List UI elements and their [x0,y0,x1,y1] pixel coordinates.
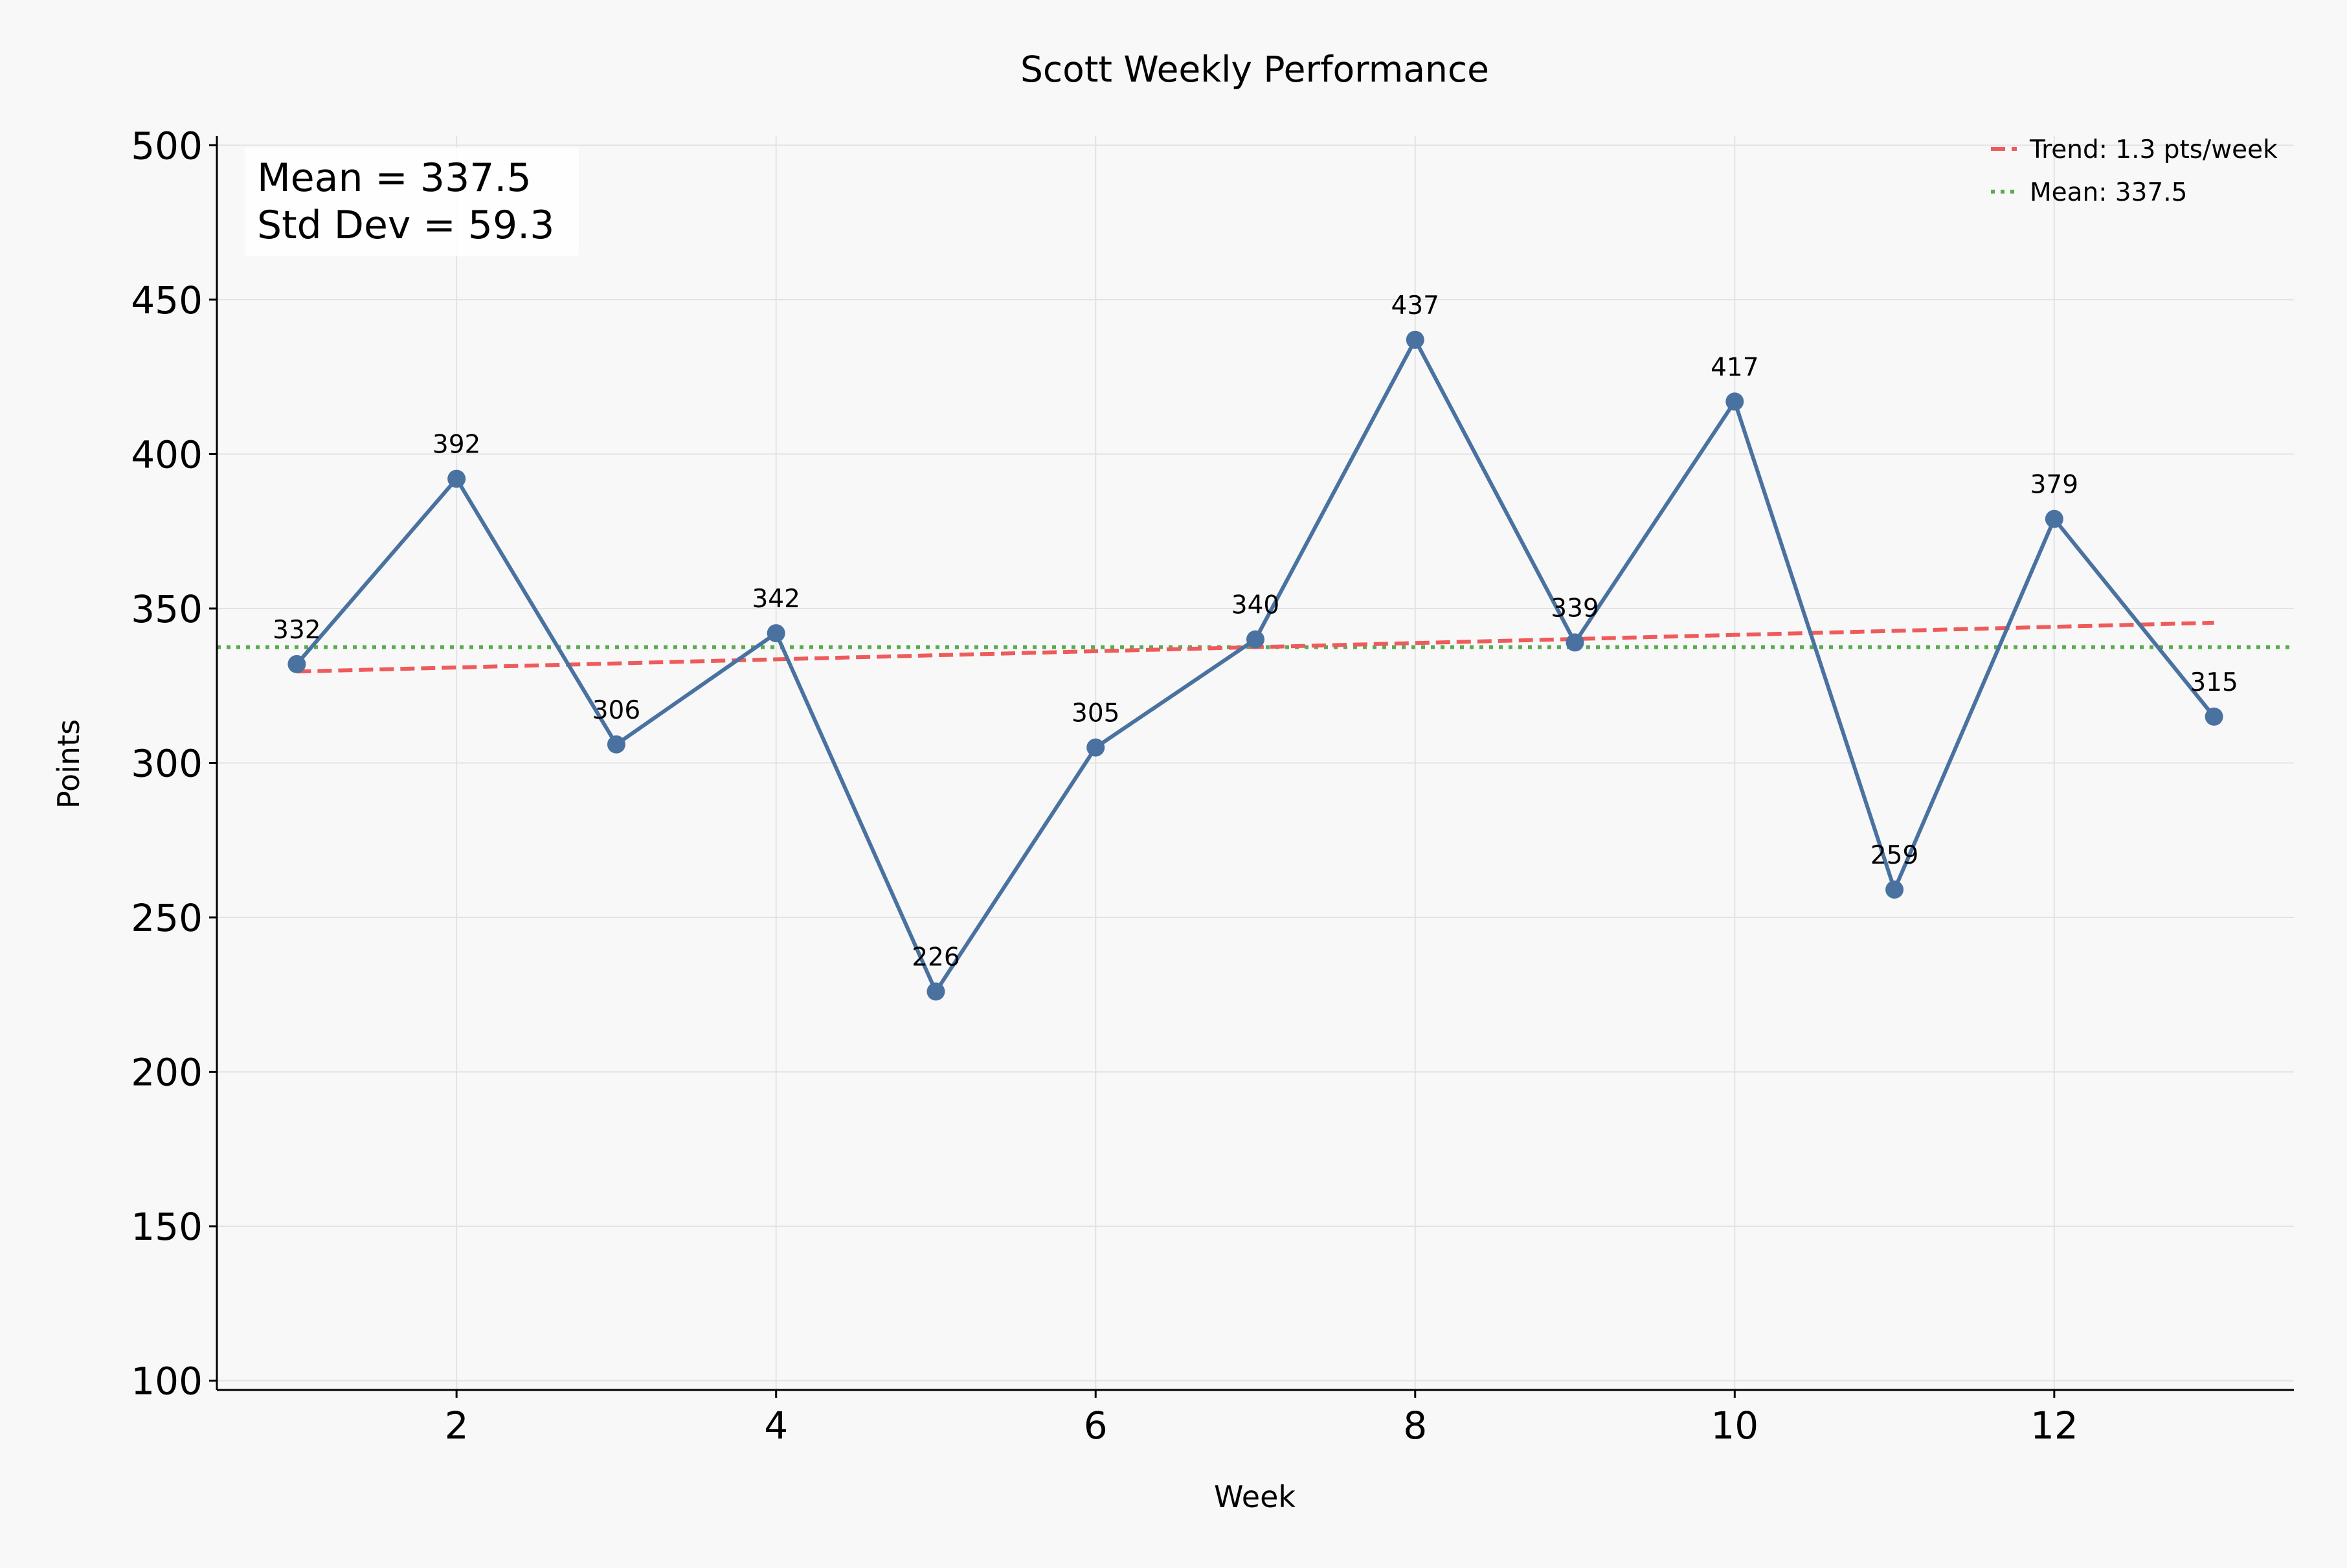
data-label: 340 [1231,591,1279,620]
data-label: 259 [1870,841,1918,870]
data-label: 417 [1711,353,1758,382]
data-point [926,982,945,1001]
y-tick-label: 350 [131,587,203,631]
y-tick-label: 150 [131,1205,203,1249]
data-point [2045,510,2063,528]
x-tick-label: 6 [1084,1404,1108,1448]
x-tick-label: 4 [764,1404,788,1448]
y-tick-label: 250 [131,896,203,940]
data-label: 342 [752,585,800,614]
stats-std-dev: Std Dev = 59.3 [257,203,554,248]
data-label: 315 [2190,668,2238,697]
x-tick-label: 8 [1403,1404,1427,1448]
legend-mean-label: Mean: 337.5 [2030,178,2187,207]
x-axis-label: Week [1214,1479,1296,1514]
data-point [1406,330,1424,349]
y-tick-label: 200 [131,1051,203,1095]
data-label: 306 [592,696,640,725]
data-point [1725,392,1744,411]
data-point [1566,633,1584,652]
y-tick-label: 300 [131,742,203,786]
data-point [1246,630,1264,649]
data-label: 379 [2030,471,2078,500]
data-point [447,469,466,488]
x-tick-label: 12 [2030,1404,2078,1448]
axis-ticks: 2 4 6 8 10 12 100 150 200 250 300 350 400 450 500 [131,124,2078,1448]
data-label: 339 [1551,594,1599,623]
data-point [767,624,785,643]
data-label: 226 [912,943,960,972]
data-label: 305 [1072,699,1119,728]
y-tick-label: 450 [131,278,203,322]
legend: Trend: 1.3 pts/week Mean: 337.5 [1991,135,2278,207]
y-tick-label: 100 [131,1360,203,1404]
y-tick-label: 400 [131,432,203,476]
data-point [287,655,306,673]
data-point [1885,880,1904,899]
stats-box: Mean = 337.5 Std Dev = 59.3 [245,148,579,256]
chart-title: Scott Weekly Performance [1020,49,1489,90]
y-tick-label: 500 [131,124,203,168]
stats-box-background [245,148,579,256]
data-series [287,330,2223,1001]
legend-trend-label: Trend: 1.3 pts/week [2029,135,2278,164]
data-label: 437 [1391,291,1439,320]
data-label: 392 [432,431,480,460]
data-point [2205,707,2223,726]
data-point [607,735,625,754]
stats-mean: Mean = 337.5 [257,155,532,201]
x-tick-label: 10 [1711,1404,1758,1448]
data-labels: 332 392 306 342 226 305 340 437 339 417 259 379 315 [273,291,2238,972]
y-axis-label: Points [51,719,86,809]
data-point [1086,738,1105,757]
data-label: 332 [273,616,320,645]
x-tick-label: 2 [445,1404,469,1448]
